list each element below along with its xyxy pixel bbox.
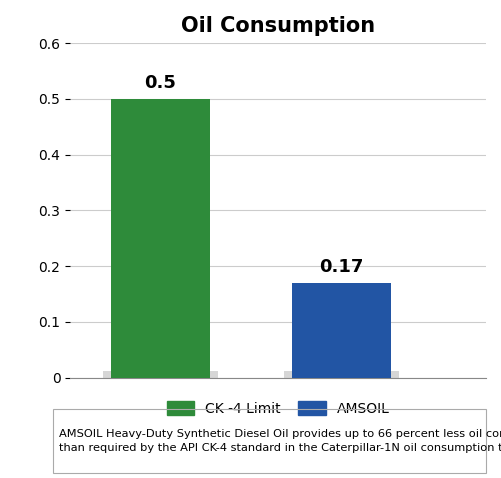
Text: 0.17: 0.17 [319,258,364,275]
Text: g/kwh: g/kwh [10,182,28,239]
Bar [111,99,210,378]
Text: AMSOIL Heavy-Duty Synthetic Diesel Oil provides up to 66 percent less oil consum: AMSOIL Heavy-Duty Synthetic Diesel Oil p… [59,429,501,453]
Text: 0.5: 0.5 [145,74,176,92]
Title: Oil Consumption: Oil Consumption [181,16,375,36]
Legend: CK -4 Limit, AMSOIL: CK -4 Limit, AMSOIL [167,402,389,416]
Bar [284,371,398,378]
Bar [103,371,218,378]
Bar [292,283,391,378]
